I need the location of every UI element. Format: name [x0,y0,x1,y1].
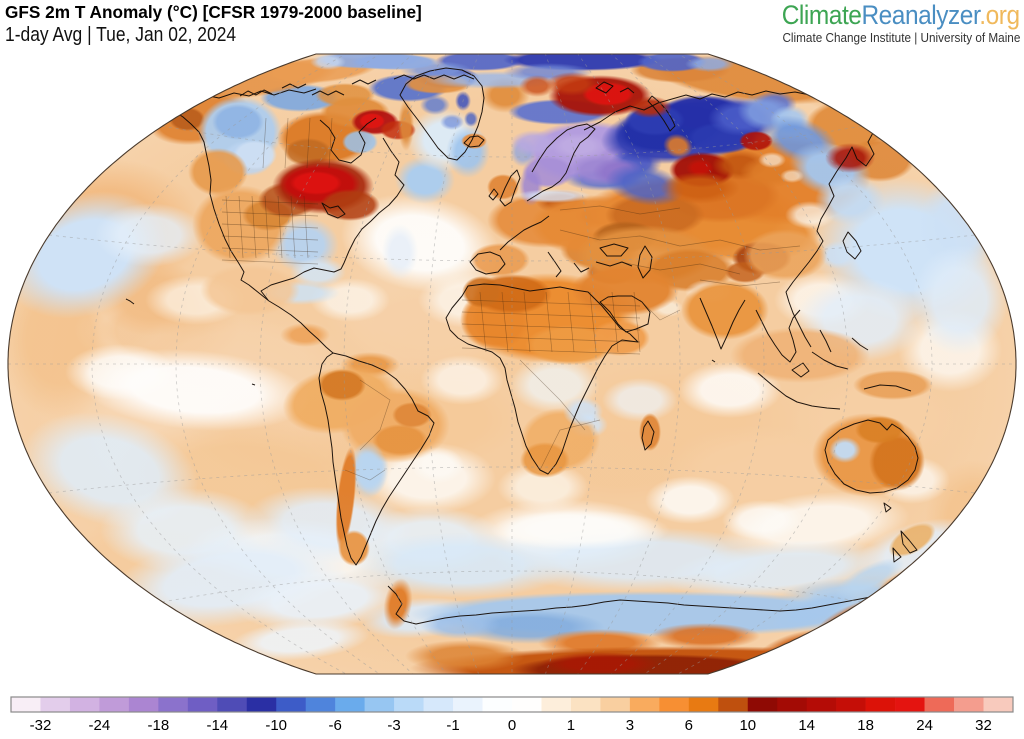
svg-text:3: 3 [626,717,634,734]
svg-text:1: 1 [567,717,575,734]
svg-text:10: 10 [739,717,756,734]
svg-text:-6: -6 [329,717,342,734]
svg-text:6: 6 [685,717,693,734]
svg-text:-14: -14 [206,717,228,734]
svg-text:-10: -10 [265,717,287,734]
svg-text:18: 18 [857,717,874,734]
svg-text:32: 32 [975,717,992,734]
svg-text:-24: -24 [89,717,111,734]
svg-text:24: 24 [916,717,933,734]
svg-text:-18: -18 [148,717,170,734]
svg-text:-1: -1 [446,717,459,734]
svg-text:14: 14 [798,717,815,734]
svg-text:0: 0 [508,717,516,734]
svg-text:-32: -32 [30,717,52,734]
svg-text:-3: -3 [387,717,400,734]
